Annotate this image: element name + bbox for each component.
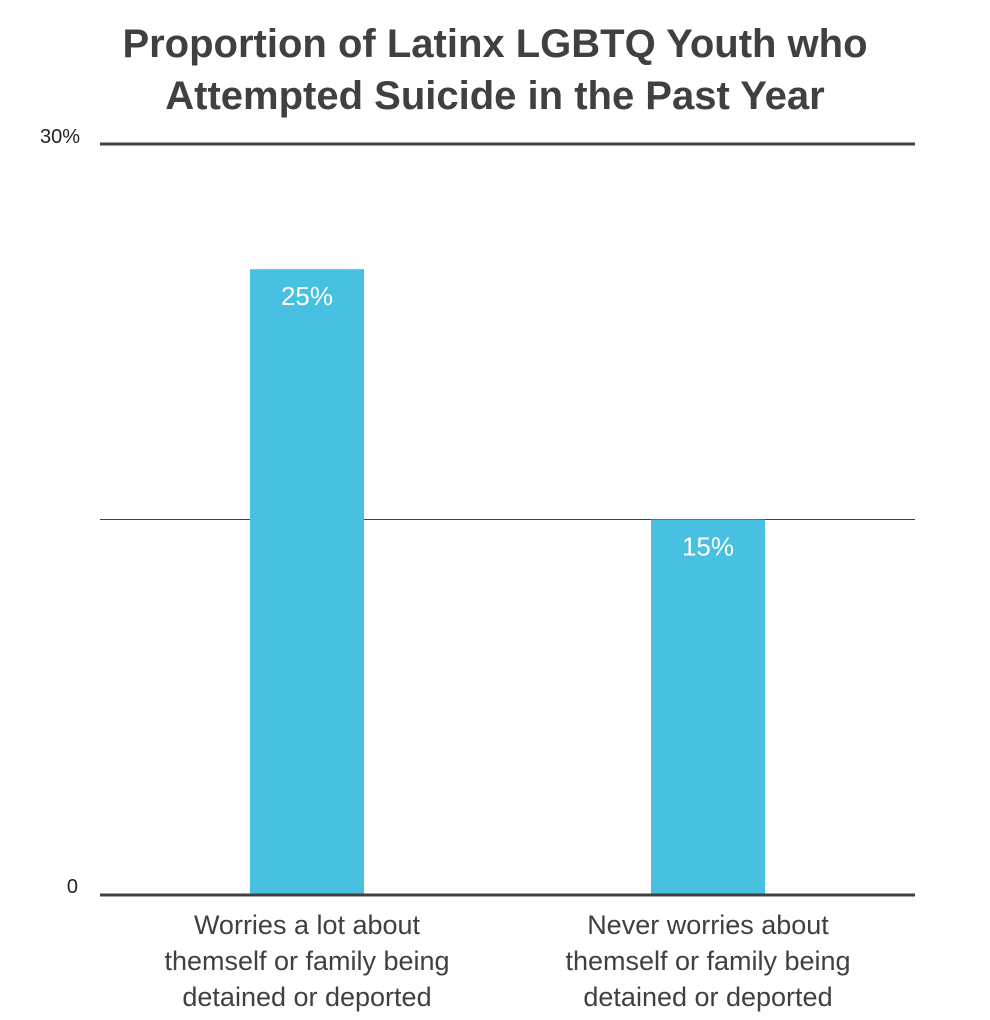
data-label-0: 25% bbox=[281, 281, 333, 311]
category-label-1-line-0: Never worries about bbox=[587, 910, 829, 940]
chart-title-line-1: Proportion of Latinx LGBTQ Youth who bbox=[122, 22, 868, 66]
category-label-1-line-2: detained or deported bbox=[583, 982, 832, 1012]
data-label-1: 15% bbox=[682, 532, 734, 562]
category-label-0-line-1: themself or family being bbox=[164, 946, 449, 976]
chart-title-line-2: Attempted Suicide in the Past Year bbox=[165, 74, 825, 118]
y-tick-label-1: 0 bbox=[67, 876, 78, 898]
bar-0 bbox=[250, 269, 364, 896]
category-label-1-line-1: themself or family being bbox=[565, 946, 850, 976]
category-label-0-line-2: detained or deported bbox=[182, 982, 431, 1012]
bar-1 bbox=[651, 519, 765, 895]
category-label-0-line-0: Worries a lot about bbox=[194, 910, 421, 940]
chart-title: Proportion of Latinx LGBTQ Youth who Att… bbox=[0, 18, 990, 122]
y-tick-label-0: 30% bbox=[40, 126, 80, 148]
category-label-0: Worries a lot about themself or family be… bbox=[164, 910, 449, 1012]
category-label-1: Never worries about themself or family be… bbox=[565, 910, 850, 1012]
